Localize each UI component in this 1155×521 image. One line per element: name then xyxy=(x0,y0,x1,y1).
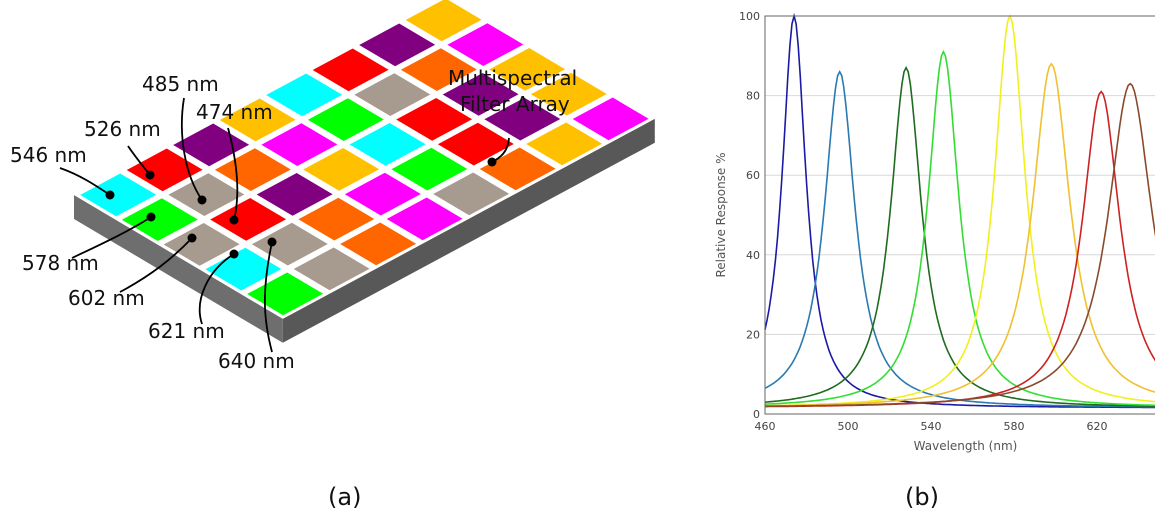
leader-line-602nm xyxy=(119,237,193,293)
caption-b: (b) xyxy=(905,483,939,511)
label-621nm: 621 nm xyxy=(148,319,225,343)
filter-cell-578nm xyxy=(312,48,389,92)
filter-cell-640nm xyxy=(261,123,338,166)
filter-cell-621nm xyxy=(526,122,603,166)
filter-cell-640nm xyxy=(344,172,421,216)
label-526nm: 526 nm xyxy=(84,117,161,141)
response-curve-528nm xyxy=(764,65,1155,407)
leader-line-621nm xyxy=(198,253,235,325)
filter-cell-485nm xyxy=(251,222,328,266)
label-640nm: 640 nm xyxy=(218,349,295,373)
label-546nm: 546 nm xyxy=(10,143,87,167)
filter-cell-546nm xyxy=(349,123,426,166)
filter-cell-578nm xyxy=(210,198,287,241)
chart-tick-labels: 020406080100460500540580620660 xyxy=(739,10,1108,433)
filter-cell-526nm xyxy=(121,198,198,241)
filter-cell-602nm xyxy=(256,173,333,216)
filter-cell-474nm xyxy=(479,147,556,191)
array-label-line1: Multispectral xyxy=(448,66,577,90)
leader-line-640nm xyxy=(264,241,273,353)
filter-cell-640nm xyxy=(386,197,463,241)
label-474nm: 474 nm xyxy=(196,100,273,124)
label-485nm: 485 nm xyxy=(142,72,219,96)
filter-cell-526nm xyxy=(391,147,468,191)
leader-dot-578nm xyxy=(146,212,156,222)
y-tick-40: 40 xyxy=(746,249,760,262)
array-label-line2: Filter Array xyxy=(460,92,570,116)
response-chart-panel: 020406080100460500540580620660 Wavelengt… xyxy=(700,0,1155,517)
filter-cell-578nm xyxy=(126,148,203,192)
x-tick-620: 620 xyxy=(1087,420,1108,433)
leader-dot-474nm xyxy=(229,215,239,225)
filter-cell-485nm xyxy=(433,172,510,216)
chart-frame xyxy=(764,15,1155,415)
substrate-front-side xyxy=(282,118,655,343)
y-tick-60: 60 xyxy=(746,169,760,182)
filter-cell-546nm xyxy=(205,247,282,291)
filter-cell-621nm xyxy=(219,98,296,142)
filter-cell-602nm xyxy=(442,73,519,116)
x-axis-title: Wavelength (nm) xyxy=(914,439,1018,453)
filter-cell-640nm xyxy=(572,97,649,141)
label-602nm: 602 nm xyxy=(68,286,145,310)
filter-cell-526nm xyxy=(307,98,384,141)
filter-cell-474nm xyxy=(214,148,291,191)
filter-cell-474nm xyxy=(400,48,477,91)
y-tick-80: 80 xyxy=(746,90,760,103)
filter-cell-485nm xyxy=(168,173,245,216)
filter-cell-621nm xyxy=(489,48,566,91)
leader-dot-546nm xyxy=(105,190,115,200)
leader-dot-526nm xyxy=(145,170,155,180)
filter-cell-621nm xyxy=(530,72,607,116)
response-curve-546nm xyxy=(764,49,1155,407)
filter-array-illustration: 546 nm 526 nm 485 nm 474 nm 578 nm 602 n… xyxy=(10,0,655,511)
leader-line-578nm xyxy=(71,216,152,259)
leader-dot-640nm xyxy=(267,237,277,247)
label-leader-lines xyxy=(59,97,510,353)
filter-cell-485nm xyxy=(293,247,370,291)
filter-cell-474nm xyxy=(340,222,417,266)
leader-dot-602nm xyxy=(187,233,197,243)
leader-line-474nm xyxy=(227,127,239,221)
y-tick-20: 20 xyxy=(746,328,760,341)
filter-cell-546nm xyxy=(80,173,157,217)
filter-cell-621nm xyxy=(405,0,482,42)
chart-curves xyxy=(764,12,1155,409)
leader-line-546nm xyxy=(59,167,111,196)
response-curve-496nm xyxy=(764,69,1155,408)
filter-cell-485nm xyxy=(354,73,431,116)
x-tick-580: 580 xyxy=(1004,420,1025,433)
filter-cell-602nm xyxy=(359,23,436,67)
filter-cell-485nm xyxy=(163,223,240,266)
filter-cell-621nm xyxy=(303,148,380,191)
filter-array-panel: 546 nm 526 nm 485 nm 474 nm 578 nm 602 n… xyxy=(10,0,655,511)
filter-cell-474nm xyxy=(298,197,375,241)
y-axis-title: Relative Response % xyxy=(714,152,728,277)
x-tick-500: 500 xyxy=(838,420,859,433)
leader-dot-array xyxy=(487,157,497,167)
filter-cell-526nm xyxy=(247,272,324,316)
label-578nm: 578 nm xyxy=(22,251,99,275)
caption-a: (a) xyxy=(328,483,361,511)
filter-cell-578nm xyxy=(437,122,514,166)
y-tick-0: 0 xyxy=(753,408,760,421)
leader-dot-621nm xyxy=(229,249,239,259)
x-tick-540: 540 xyxy=(921,420,942,433)
filter-cell-578nm xyxy=(396,98,473,141)
response-curve-636nm xyxy=(764,82,1155,408)
leader-line-485nm xyxy=(181,97,203,201)
filter-cell-546nm xyxy=(266,73,343,117)
y-tick-100: 100 xyxy=(739,10,760,23)
filter-cell-602nm xyxy=(484,97,561,141)
x-tick-460: 460 xyxy=(755,420,776,433)
filter-cell-640nm xyxy=(447,23,524,66)
spectral-response-chart: 020406080100460500540580620660 Wavelengt… xyxy=(714,10,1155,511)
response-curve-598nm xyxy=(764,62,1155,407)
leader-dot-485nm xyxy=(197,195,207,205)
